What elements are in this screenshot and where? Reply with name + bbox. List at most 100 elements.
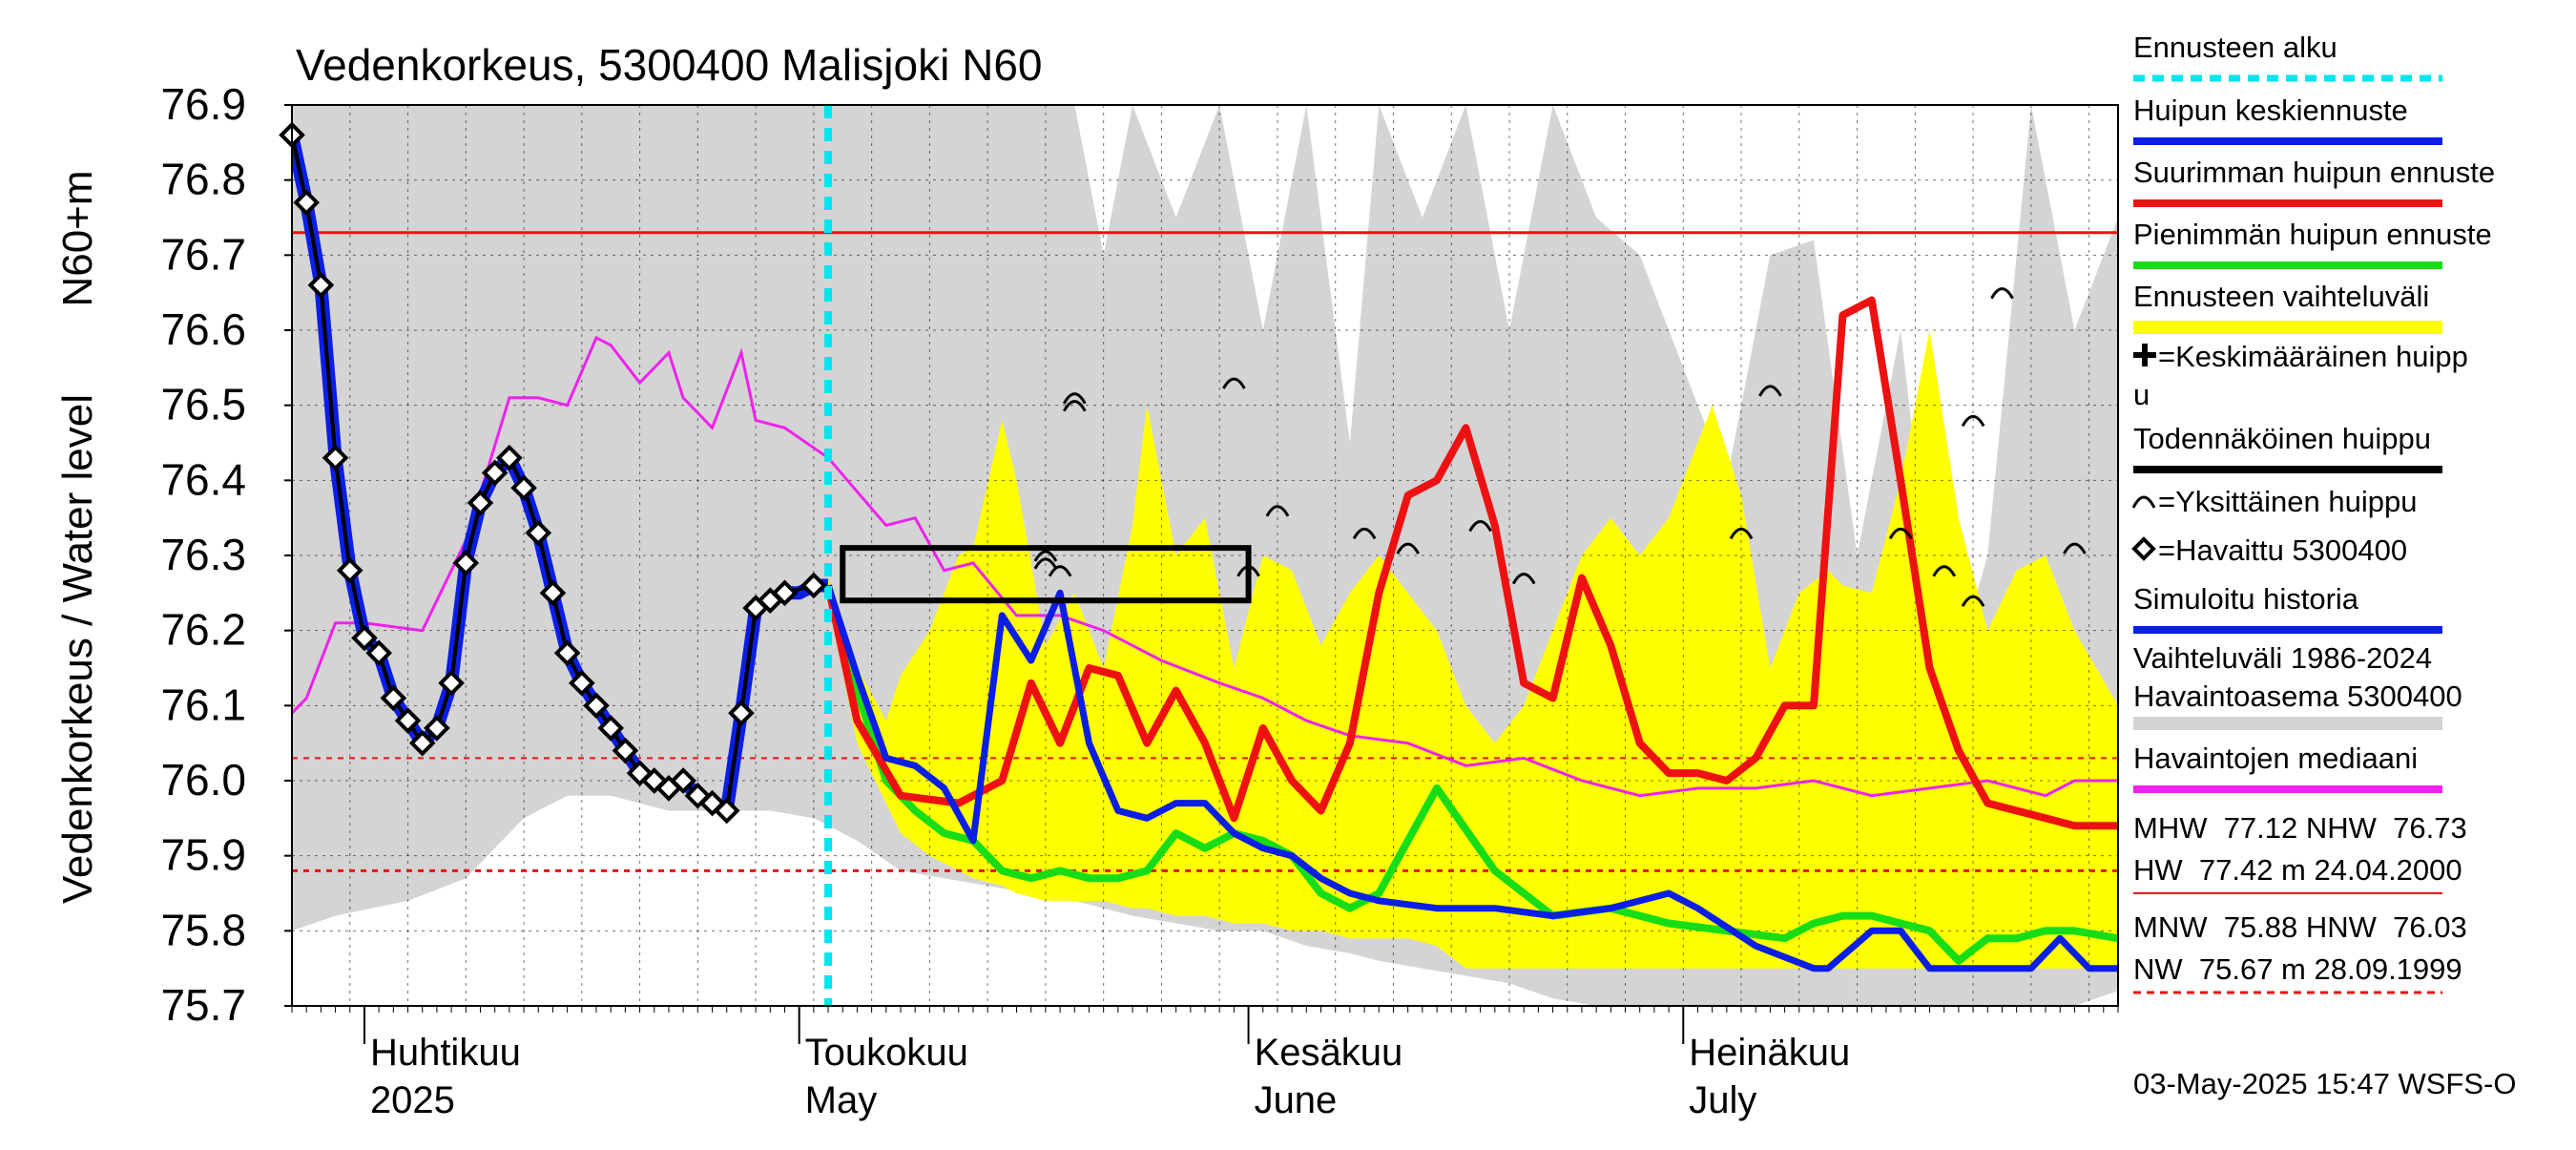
individual-peak-marker [1511,573,1536,585]
observed-point [553,639,581,667]
median-line [292,335,2118,798]
observed-point [583,692,610,720]
timestamp: 03-May-2025 15:47 WSFS-O [2133,1067,2516,1100]
individual-peak-marker [1729,527,1754,540]
legend-arc-icon [2131,495,2156,509]
legend-label: Ennusteen vaihteluväli [2133,280,2429,313]
individual-peak-marker [1033,557,1058,570]
observed-point [510,474,537,502]
observed-point [670,767,696,794]
observed-point [467,490,494,516]
observed-point [452,550,480,576]
stats-line-3: MNW 75.88 HNW 76.03 [2133,910,2467,944]
legend-label: Simuloitu historia [2133,582,2359,616]
y-axis-unit-label: N60+m [54,170,101,306]
observed-point [336,556,364,584]
legend-label-line2: Havaintoasema 5300400 [2133,680,2462,713]
stats-line-1: MHW 77.12 NHW 76.73 [2133,811,2467,845]
observed-point [539,579,567,607]
observed-point [322,444,349,471]
x-month-label: Huhtikuu [370,1032,521,1074]
y-tick-label: 76.5 [160,380,246,429]
forecast-range-band [828,330,2118,969]
observed-point [525,519,552,547]
observed-point [771,579,799,607]
legend-label: =Yksittäinen huippu [2158,485,2417,518]
legend-label-line2: u [2133,378,2150,411]
x-month-label: Heinäkuu [1689,1032,1850,1074]
individual-peak-marker [1888,527,1913,540]
legend-label: Vaihteluväli 1986-2024 [2133,641,2432,675]
x-axis: Huhtikuu 2025 Toukokuu May Kesäkuu June Heinäk… [291,1006,2119,1121]
legend: Ennusteen alku Huipun keskiennuste Suurimm… [2131,31,2495,793]
y-tick-label: 75.8 [160,905,246,954]
individual-peak-marker [1062,392,1087,405]
observed-point [424,715,450,742]
statistics-block: MHW 77.12 NHW 76.73 HW 77.42 m 24.04.200… [2133,811,2467,994]
observed-point [612,737,639,764]
forecast-max-line [824,296,2118,830]
probable-peak-box [840,545,1252,604]
observed-point [365,639,392,667]
individual-peak-marker [1048,565,1072,577]
y-tick-label: 76.0 [160,755,246,805]
x-month-sublabel: 2025 [370,1079,455,1121]
x-month-sublabel: June [1255,1079,1338,1121]
observed-point [640,767,668,794]
y-axis: 75.7 75.8 75.9 76.0 76.1 76.2 76.3 76.4 76.5 76.6… [160,79,292,1030]
stats-line-2: HW 77.42 m 24.04.2000 [2133,853,2462,887]
y-tick-label: 76.2 [160,605,246,655]
individual-peak-marker [1961,595,1985,607]
observed-point [713,797,740,825]
y-tick-label: 75.9 [160,830,246,880]
individual-peak-marker [1468,520,1492,533]
legend-label: Suurimman huipun ennuste [2133,156,2495,189]
y-axis-label: Vedenkorkeus / Water level [54,394,101,904]
individual-peak-marker [1352,527,1377,540]
stats-line-4: NW 75.67 m 28.09.1999 [2133,952,2462,986]
observed-point [568,669,595,697]
y-tick-label: 76.7 [160,229,246,279]
legend-diamond-icon [2131,536,2156,561]
individual-peak-marker [1396,542,1420,554]
y-tick-label: 76.8 [160,155,246,204]
individual-peak-marker [1758,385,1782,397]
individual-peak-marker [2063,542,2087,554]
observed-point [351,624,378,652]
individual-peak-marker [1033,550,1058,562]
observed-point [496,444,523,471]
observed-point [293,189,321,217]
observed-point [481,459,509,487]
observed-point [438,669,465,697]
legend-label: Havaintojen mediaani [2133,742,2418,775]
y-tick-label: 75.7 [160,980,246,1030]
observed-point [408,729,436,757]
observed-point [728,700,755,727]
y-tick-label: 76.6 [160,304,246,354]
individual-peak-marker [1265,505,1290,517]
individual-peak-marker [1062,400,1087,412]
legend-label: =Keskimääräinen huipp [2158,340,2468,373]
x-month-sublabel: July [1689,1079,1756,1121]
individual-peak-marker [1990,287,2014,300]
observed-point [597,715,625,742]
x-month-sublabel: May [805,1079,878,1121]
x-month-label: Kesäkuu [1255,1032,1403,1074]
y-tick-label: 76.4 [160,454,246,504]
legend-label: Todennäköinen huippu [2133,422,2431,455]
legend-label: Ennusteen alku [2133,31,2337,64]
individual-peak-marker [1222,377,1246,389]
observed-point [698,789,726,817]
individual-peak-marker [1236,565,1260,577]
y-tick-label: 76.3 [160,530,246,579]
x-month-label: Toukokuu [805,1032,968,1074]
observed-point [307,271,335,299]
forecast-min-line [824,584,2118,965]
y-tick-label: 76.9 [160,79,246,129]
individual-peak-marker [1932,565,1957,577]
y-tick-label: 76.1 [160,680,246,729]
observed-point [800,572,827,599]
chart-title: Vedenkorkeus, 5300400 Malisjoki N60 [296,40,1043,90]
